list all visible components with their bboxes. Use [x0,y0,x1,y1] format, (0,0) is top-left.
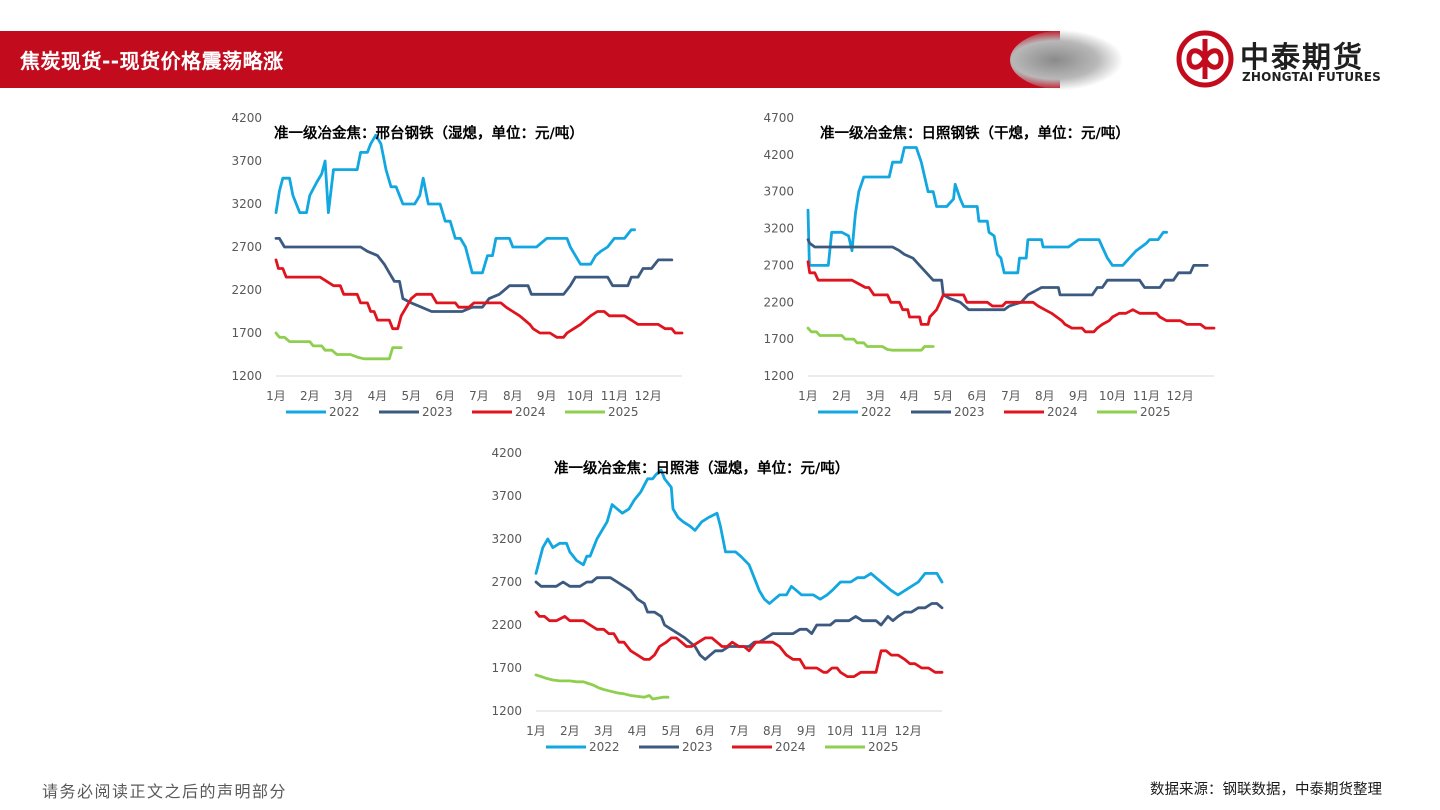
x-tick-label: 4月 [368,389,388,403]
series-line-2024 [534,610,944,678]
y-tick-label: 2200 [491,618,522,632]
x-tick-label: 8月 [763,724,783,738]
legend-label-2024: 2024 [1047,405,1078,419]
legend-label-2022: 2022 [861,405,892,419]
legend-label-2025: 2025 [1140,405,1171,419]
y-tick-label: 3200 [491,532,522,546]
x-tick-label: 6月 [967,389,987,403]
y-tick-label: 4200 [231,111,262,125]
y-tick-label: 3700 [763,185,794,199]
series-line-2023 [274,237,674,313]
x-tick-label: 3月 [334,389,354,403]
x-tick-label: 4月 [900,389,920,403]
disclaimer-text: 请务必阅读正文之后的声明部分 [42,782,288,801]
chart-xingtai-steel-svg: 1200 1700 2200 2700 3200 3700 4200 1月 2月 3月 4月 5月 6月… [231,111,684,419]
legend-label-2024: 2024 [515,405,546,419]
x-tick-label: 8月 [503,389,523,403]
x-tick-label: 2月 [560,724,580,738]
series-line-2022 [534,468,944,605]
chart-xingtai-steel: 1200 1700 2200 2700 3200 3700 4200 1月 2月 3月 4月 5月 6月… [200,106,720,426]
series-line-2024 [274,258,684,339]
x-tick-label: 3月 [594,724,614,738]
chart-title: 准一级冶金焦：日照港（湿熄，单位：元/吨） [554,461,850,477]
legend-label-2023: 2023 [682,740,713,754]
series-line-2025 [534,673,670,701]
y-tick-label: 3200 [763,222,794,236]
x-tick-label: 9月 [537,389,557,403]
y-tick-label: 1200 [231,369,262,383]
legend-label-2025: 2025 [608,405,639,419]
x-tick-label: 11月 [601,389,628,403]
header-banner [0,31,1060,88]
legend-label-2023: 2023 [422,405,453,419]
series-line-2025 [274,331,403,361]
x-tick-label: 12月 [635,389,662,403]
x-tick-label: 1月 [526,724,546,738]
x-tick-label: 11月 [861,724,888,738]
x-tick-label: 12月 [1167,389,1194,403]
y-tick-label: 3200 [231,197,262,211]
y-tick-label: 4700 [763,111,794,125]
x-tick-label: 3月 [866,389,886,403]
x-tick-label: 8月 [1035,389,1055,403]
x-tick-label: 7月 [469,389,489,403]
x-tick-label: 10月 [827,724,854,738]
y-tick-label: 2700 [231,240,262,254]
x-tick-label: 1月 [266,389,286,403]
y-tick-label: 2700 [491,575,522,589]
y-tick-label: 2700 [763,258,794,272]
series-line-2022 [806,146,1168,275]
legend-label-2024: 2024 [775,740,806,754]
x-tick-label: 11月 [1133,389,1160,403]
x-tick-label: 10月 [567,389,594,403]
chart-rizhao-steel-svg: 1200 1700 2200 2700 3200 3700 4200 4700 1月 2月 3月 4月… [763,111,1216,419]
chart-title: 准一级冶金焦：日照钢铁（干熄，单位：元/吨） [820,126,1130,142]
y-tick-label: 3700 [491,489,522,503]
logo-name-cn: 中泰期货 [1240,40,1365,74]
chart-rizhao-port-svg: 1200 1700 2200 2700 3200 3700 4200 1月 2月 3月 4月 5月 6月… [491,446,944,754]
x-tick-label: 4月 [628,724,648,738]
data-source-text: 数据来源：钢联数据，中泰期货整理 [1150,782,1382,798]
y-tick-label: 1700 [231,326,262,340]
series-line-2025 [806,326,935,352]
y-tick-label: 1200 [763,369,794,383]
series-line-2024 [806,260,1216,334]
y-tick-label: 2200 [231,283,262,297]
legend-label-2022: 2022 [329,405,360,419]
y-tick-label: 3700 [231,154,262,168]
x-tick-label: 9月 [1069,389,1089,403]
legend-label-2025: 2025 [868,740,899,754]
y-tick-label: 4200 [763,148,794,162]
x-tick-label: 5月 [662,724,682,738]
banner-shadow-decoration [1010,30,1122,90]
x-tick-label: 7月 [1001,389,1021,403]
series-line-2022 [274,133,636,275]
x-tick-label: 2月 [300,389,320,403]
x-tick-label: 9月 [797,724,817,738]
x-tick-label: 5月 [402,389,422,403]
x-tick-label: 10月 [1099,389,1126,403]
legend-label-2023: 2023 [954,405,985,419]
x-tick-label: 6月 [695,724,715,738]
legend-label-2022: 2022 [589,740,620,754]
x-tick-label: 1月 [798,389,818,403]
chart-title: 准一级冶金焦：邢台钢铁（湿熄，单位：元/吨） [274,126,584,142]
logo-name-en: ZHONGTAI FUTURES [1242,70,1381,84]
page-title: 焦炭现货--现货价格震荡略涨 [20,49,284,73]
y-tick-label: 2200 [763,295,794,309]
series-line-2023 [806,238,1209,312]
chart-rizhao-port: 1200 1700 2200 2700 3200 3700 4200 1月 2月 3月 4月 5月 6月… [460,441,980,761]
x-tick-label: 7月 [729,724,749,738]
x-tick-label: 2月 [832,389,852,403]
x-tick-label: 12月 [895,724,922,738]
logo-mark-icon [1176,30,1234,88]
y-tick-label: 1700 [491,661,522,675]
y-tick-label: 1700 [763,332,794,346]
x-tick-label: 6月 [435,389,455,403]
chart-rizhao-steel: 1200 1700 2200 2700 3200 3700 4200 4700 1月 2月 3月 4月… [732,106,1252,426]
x-tick-label: 5月 [934,389,954,403]
y-tick-label: 4200 [491,446,522,460]
y-tick-label: 1200 [491,704,522,718]
company-logo: 中泰期货 ZHONGTAI FUTURES [1176,30,1396,90]
